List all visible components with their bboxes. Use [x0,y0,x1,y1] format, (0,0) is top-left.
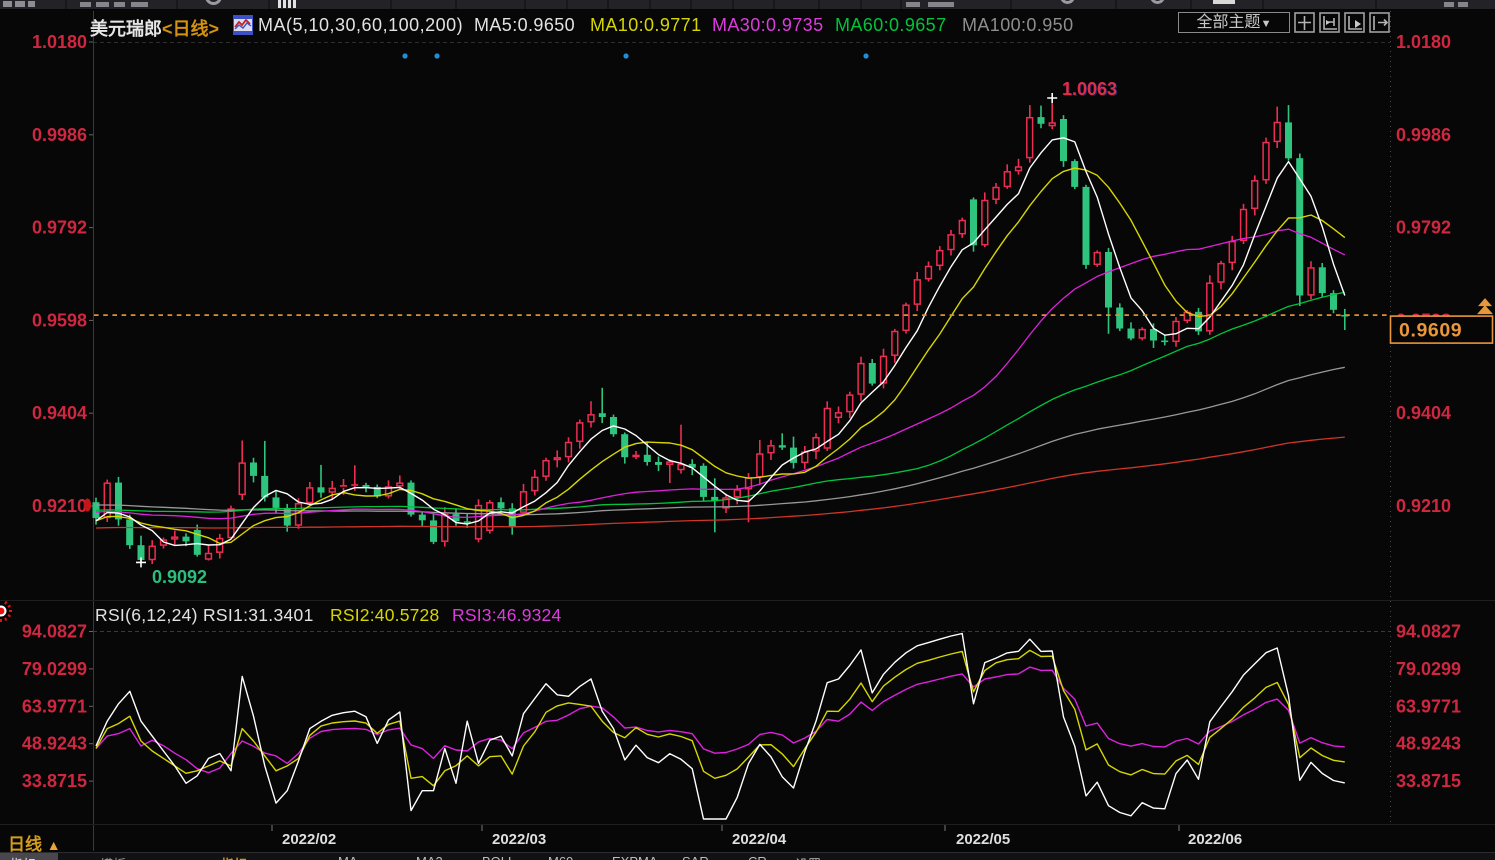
svg-text:0.9986: 0.9986 [1396,125,1451,145]
svg-text:0.9792: 0.9792 [32,218,87,238]
svg-text:0.9986: 0.9986 [32,125,87,145]
svg-text:94.0827: 94.0827 [1396,622,1461,642]
svg-text:0.9210: 0.9210 [32,496,87,516]
svg-text:33.8715: 33.8715 [22,771,87,791]
svg-text:79.0299: 79.0299 [1396,659,1461,679]
svg-text:79.0299: 79.0299 [22,659,87,679]
svg-text:0.9598: 0.9598 [32,310,87,330]
svg-text:33.8715: 33.8715 [1396,771,1461,791]
svg-text:0.9092: 0.9092 [152,567,207,587]
svg-text:1.0180: 1.0180 [32,32,87,52]
svg-text:48.9243: 48.9243 [22,734,87,754]
svg-text:0.9792: 0.9792 [1396,218,1451,238]
svg-text:0.9210: 0.9210 [1396,496,1451,516]
svg-text:0.9404: 0.9404 [1396,403,1451,423]
svg-text:63.9771: 63.9771 [1396,696,1461,716]
svg-text:94.0827: 94.0827 [22,622,87,642]
svg-text:48.9243: 48.9243 [1396,734,1461,754]
svg-text:0.9404: 0.9404 [32,403,87,423]
svg-text:1.0180: 1.0180 [1396,32,1451,52]
svg-text:0.9609: 0.9609 [1399,320,1462,342]
svg-text:1.0063: 1.0063 [1062,79,1117,99]
svg-text:63.9771: 63.9771 [22,696,87,716]
